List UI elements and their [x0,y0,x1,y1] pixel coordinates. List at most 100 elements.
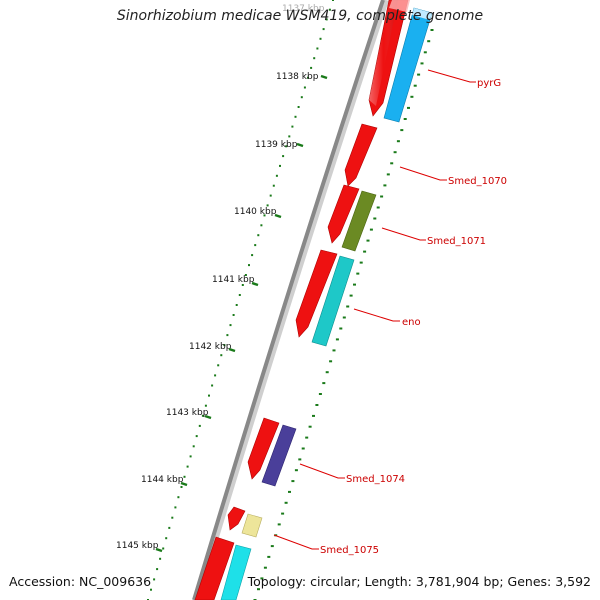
tick-label-1142: 1142 kbp [189,342,232,352]
cog-feature-eno [311,255,355,347]
gc-dot [308,425,312,428]
gc-dot [305,436,309,439]
gene-label-eno: eno [402,317,421,328]
leader-smed1075 [273,534,319,550]
scale-dot [168,526,171,529]
leader-smed1070 [399,166,447,181]
scale-dot [263,214,266,217]
cog-feature-smed1075 [241,513,263,538]
scale-dot [275,174,278,177]
scale-dot [260,224,263,227]
scale-dot [310,66,313,69]
scale-dot [285,145,288,148]
gene-label-smed1075: Smed_1075 [320,545,379,556]
scale-dot [303,86,306,89]
scale-dot [241,284,244,286]
tick-label-1143: 1143 kbp [166,408,209,418]
tick-label-1141: 1141 kbp [212,275,255,285]
tick-labels: 1137 kbp 1138 kbp 1139 kbp 1140 kbp 1141… [116,4,325,551]
gc-dot [291,480,295,483]
gc-dot [407,106,410,109]
gc-dot [383,184,387,187]
scale-dot [165,537,168,540]
scale-dot [282,155,285,158]
gc-dot [325,371,329,374]
scale-dot [332,0,334,1]
scale-dot [232,314,235,316]
gc-dot [301,447,305,450]
scale-dot [177,496,180,499]
gc-dot [288,490,291,493]
cds-feature [247,417,280,480]
cds-feature [344,123,378,187]
tick-mark-1141 [251,281,259,287]
scale-dot [220,354,223,357]
scale-dot [328,8,331,11]
leader-eno [353,308,400,322]
scale-dot [251,254,254,257]
gc-dot [329,360,333,363]
cds-feature [295,249,338,338]
scale-dot [229,324,232,327]
gc-dot [349,294,353,297]
gc-dot [277,523,281,526]
gc-dot [376,206,380,209]
scale-ring [147,0,334,600]
gc-dot [353,283,356,286]
gc-dot [366,239,370,242]
scale-dot [208,394,210,397]
cds-feature [327,184,360,244]
genome-backbone [192,0,385,600]
scale-dot [223,344,226,347]
gc-dot [346,305,350,308]
label-leaders [273,69,476,550]
scale-dot [257,234,260,237]
gc-dot [257,588,260,591]
scale-dot [307,76,309,79]
scale-dot [186,465,189,468]
scale-dot [174,506,177,509]
accession-text: Accession: NC_009636 [9,574,152,589]
gc-dot [298,458,302,461]
gc-dot [318,393,322,395]
cog-feature-smed1074 [261,424,297,487]
scale-dot [192,445,195,448]
gc-dot [284,501,288,504]
gc-dot [356,272,360,275]
tick-mark-1145 [155,547,163,553]
scale-dot [319,37,322,40]
scale-dot [217,364,220,367]
gc-dot [373,217,377,220]
scale-dot [150,588,152,591]
tick-mark-1142 [228,347,236,353]
scale-dot [254,244,257,247]
scale-dot [204,404,207,407]
gc-dot [380,195,384,198]
scale-dot [189,455,192,458]
tick-mark-1143 [204,414,212,420]
scale-dot [291,125,294,128]
scale-dot [279,164,281,167]
scale-dot [156,568,159,571]
scale-dot [162,547,165,550]
scale-dot [325,18,328,21]
scale-dot [238,294,241,296]
scale-dot [171,516,174,519]
tick-mark-1144 [180,481,188,487]
genome-backbone-shadow [194,0,389,600]
scale-dot [183,475,186,478]
cds-track [194,0,409,600]
scale-dot [211,384,214,387]
leader-smed1074 [299,463,345,479]
gc-dot [369,228,373,231]
tick-label-1144: 1144 kbp [141,475,184,485]
gc-dot [410,95,414,98]
cog-feature-smed1071 [341,190,377,252]
scale-dot [266,204,269,207]
gene-label-pyrG: pyrG [477,78,501,89]
gc-dot [363,250,367,253]
gc-dot [270,545,274,548]
gc-dot [430,29,434,31]
